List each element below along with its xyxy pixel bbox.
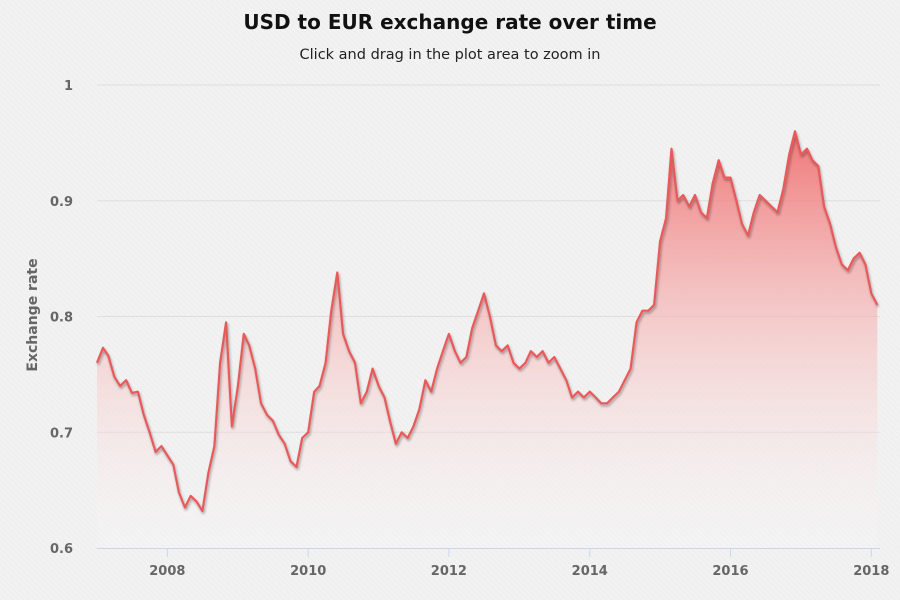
y-tick-label: 0.9 <box>50 195 73 210</box>
series-line[interactable] <box>95 130 879 513</box>
x-axis: 2008 2010 2012 2014 2016 2018 <box>97 548 889 579</box>
y-tick-label: 0.7 <box>50 426 73 441</box>
x-tick-label: 2012 <box>431 564 467 579</box>
y-tick-label: 0.8 <box>50 311 73 326</box>
x-tick-label: 2016 <box>712 564 748 579</box>
y-tick-label: 1 <box>64 79 73 94</box>
x-tick-label: 2008 <box>149 564 185 579</box>
y-axis: 0.6 0.7 0.8 0.9 1 <box>50 79 73 557</box>
x-tick-label: 2010 <box>290 564 326 579</box>
x-tick-label: 2018 <box>853 564 889 579</box>
chart-subtitle: Click and drag in the plot area to zoom … <box>299 47 601 63</box>
x-tick-label: 2014 <box>572 564 608 579</box>
series-area <box>97 131 878 549</box>
y-tick-label: 0.6 <box>50 542 73 557</box>
chart-title: USD to EUR exchange rate over time <box>243 10 657 34</box>
